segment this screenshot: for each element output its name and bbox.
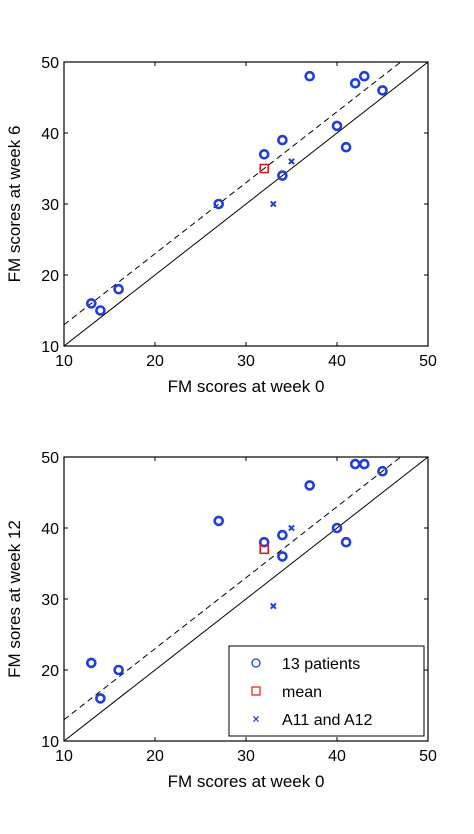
legend-entry-label: mean [282,684,322,701]
patient-point [358,70,370,82]
patient-point [331,522,343,534]
patient-point [95,305,106,316]
patient-point [277,170,288,181]
mean-point [259,544,270,555]
a11-a12-point-stroke-b [269,200,277,208]
y-tick-label: 20 [41,663,59,680]
patient-point [277,551,288,562]
identity-line [64,62,428,346]
a11-a12-point [288,524,295,532]
legend-square-marker [251,686,261,696]
patient-point [377,465,388,477]
y-tick-label: 10 [41,734,59,751]
patient-point [304,480,316,491]
x-tick-label: 30 [237,353,255,370]
y-tick-label: 10 [41,339,59,356]
y-tick-label: 40 [41,126,59,143]
y-tick-label: 30 [41,197,59,214]
dashed-offset-line [64,62,402,326]
y-tick-label: 20 [41,268,59,285]
patient-point [358,458,370,470]
x-tick-label: 30 [237,748,255,765]
x-tick-label: 50 [419,748,437,765]
legend-entry-label: A11 and A12 [282,712,373,729]
y-tick-label: 30 [41,592,59,609]
x-tick-label: 20 [146,748,164,765]
patient-point [349,78,361,89]
legend-entry-label: 13 patients [282,656,360,673]
patient-point [95,693,106,704]
x-tick-label: 10 [55,353,73,370]
patient-point [277,529,288,541]
x-axis-label: FM scores at week 0 [168,377,325,396]
patient-point [86,657,97,669]
patient-point [213,198,224,210]
patient-point [304,70,316,82]
patient-point [331,120,343,132]
a11-a12-point-stroke-b [288,158,295,165]
a11-a12-point-stroke-b [288,524,295,532]
patient-point [213,515,224,527]
mean-point [259,163,270,174]
x-tick-label: 50 [419,353,437,370]
dashed-offset-line [64,457,402,721]
x-tick-label: 40 [328,748,346,765]
patient-point [377,85,388,96]
scatter-panel-2: 10 20 30 40 50 10 20 30 40 50 FM scores at week 0 F… [5,450,437,791]
scatter-panel-1: 10 20 30 40 50 10 20 30 40 50 FM scores at week 0 F… [5,55,437,396]
legend-x-stroke-b [252,715,260,723]
y-tick-label: 50 [41,55,59,72]
y-axis-label: FM sores at week 12 [5,520,24,678]
patient-point [349,458,361,470]
patient-point [340,536,352,548]
a11-a12-point [288,158,295,165]
identity-line [64,457,428,741]
legend-circle-marker [251,658,261,668]
patient-point [258,149,270,160]
patient-point [86,298,97,309]
patient-point [113,664,124,676]
a11-a12-point [269,602,277,610]
x-axis-label: FM scores at week 0 [168,772,325,791]
patient-point [340,141,352,153]
patient-point [113,283,124,295]
legend-box [228,645,425,737]
legend-x-marker [252,715,260,723]
patient-point [258,536,270,548]
x-tick-label: 10 [55,748,73,765]
y-tick-label: 40 [41,521,59,538]
x-tick-label: 20 [146,353,164,370]
y-axis-label: FM scores at week 6 [5,126,24,283]
patient-point [277,134,288,146]
y-tick-label: 50 [41,450,59,467]
legend: 13 patients mean A11 and A12 [228,645,425,737]
a11-a12-point [269,200,277,208]
x-tick-label: 40 [328,353,346,370]
a11-a12-point-stroke-b [269,602,277,610]
